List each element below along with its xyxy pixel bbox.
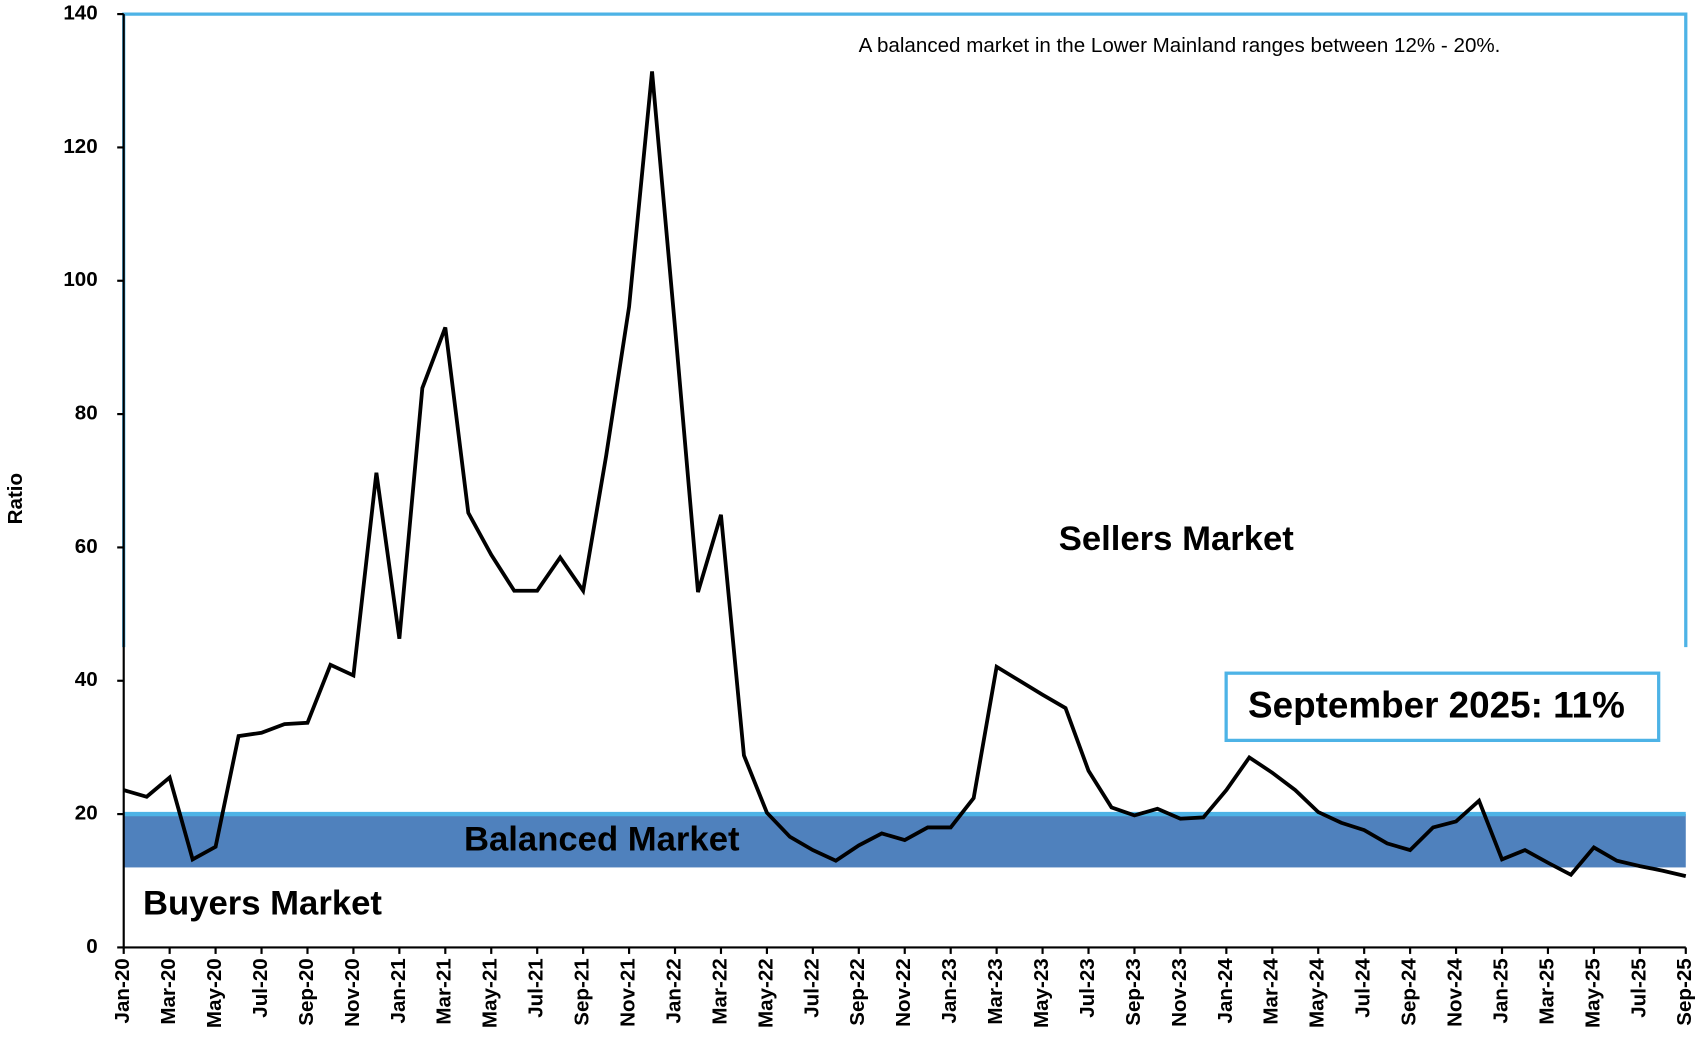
y-axis-label: Ratio — [4, 473, 27, 524]
x-tick-label: Mar-22 — [708, 958, 731, 1024]
x-tick-label: Nov-20 — [341, 958, 364, 1027]
x-tick-label: Jan-24 — [1214, 958, 1237, 1024]
x-tick-label: Jul-23 — [1076, 958, 1099, 1017]
x-tick-label: Sep-21 — [571, 958, 594, 1025]
sellers-label: Sellers Market — [1059, 520, 1295, 558]
balanced-label: Balanced Market — [464, 820, 740, 858]
x-tick-label: Jul-25 — [1627, 958, 1650, 1017]
x-tick-label: Jan-22 — [662, 958, 685, 1023]
x-tick-label: Jul-22 — [800, 958, 823, 1017]
plot-frame — [122, 12, 1688, 648]
x-tick-label: Jan-23 — [938, 958, 961, 1023]
x-tick-label: Jan-20 — [111, 958, 134, 1023]
buyers-label: Buyers Market — [143, 884, 382, 922]
x-tick-label: Nov-21 — [617, 958, 640, 1027]
x-tick-label: Jul-20 — [249, 958, 272, 1017]
x-tick-label: May-23 — [1030, 958, 1053, 1028]
y-tick-label: 40 — [75, 668, 98, 691]
x-tick-label: Mar-23 — [984, 958, 1007, 1024]
x-tick-label: Jan-21 — [387, 958, 410, 1023]
x-tick-label: May-24 — [1306, 958, 1329, 1028]
x-tick-label: Nov-22 — [892, 958, 915, 1027]
y-tick-label: 80 — [75, 402, 98, 425]
x-tick-label: Nov-24 — [1443, 958, 1466, 1027]
x-tick-label: May-25 — [1581, 958, 1604, 1028]
x-tick-label: Sep-23 — [1122, 958, 1145, 1025]
x-tick-label: Sep-24 — [1398, 958, 1421, 1026]
callout-box — [1224, 671, 1661, 743]
y-tick-label: 120 — [63, 135, 97, 158]
x-tick-label: Nov-23 — [1168, 958, 1191, 1027]
x-tick-label: May-22 — [754, 958, 777, 1028]
series-line — [123, 71, 1687, 878]
x-tick-label: Jul-24 — [1352, 958, 1375, 1018]
x-tick-label: Jul-21 — [525, 958, 548, 1017]
y-tick-label: 20 — [75, 802, 98, 825]
x-tick-label: Jan-25 — [1489, 958, 1512, 1023]
x-tick-label: Mar-24 — [1260, 958, 1283, 1025]
y-tick-label: 100 — [63, 268, 97, 291]
callout: September 2025: 11% — [1248, 685, 1625, 726]
y-tick-label: 140 — [63, 2, 97, 25]
y-tick-label: 0 — [86, 935, 97, 958]
x-tick-label: Mar-25 — [1535, 958, 1558, 1024]
x-tick-label: May-20 — [203, 958, 226, 1028]
x-tick-label: Mar-20 — [157, 958, 180, 1024]
x-tick-label: Sep-25 — [1673, 958, 1696, 1025]
y-tick-label: 60 — [75, 535, 98, 558]
x-tick-label: Mar-21 — [433, 958, 456, 1024]
x-tick-label: Sep-20 — [295, 958, 318, 1025]
x-tick-label: Sep-22 — [846, 958, 869, 1025]
x-tick-label: May-21 — [479, 958, 502, 1028]
note: A balanced market in the Lower Mainland … — [859, 34, 1501, 57]
